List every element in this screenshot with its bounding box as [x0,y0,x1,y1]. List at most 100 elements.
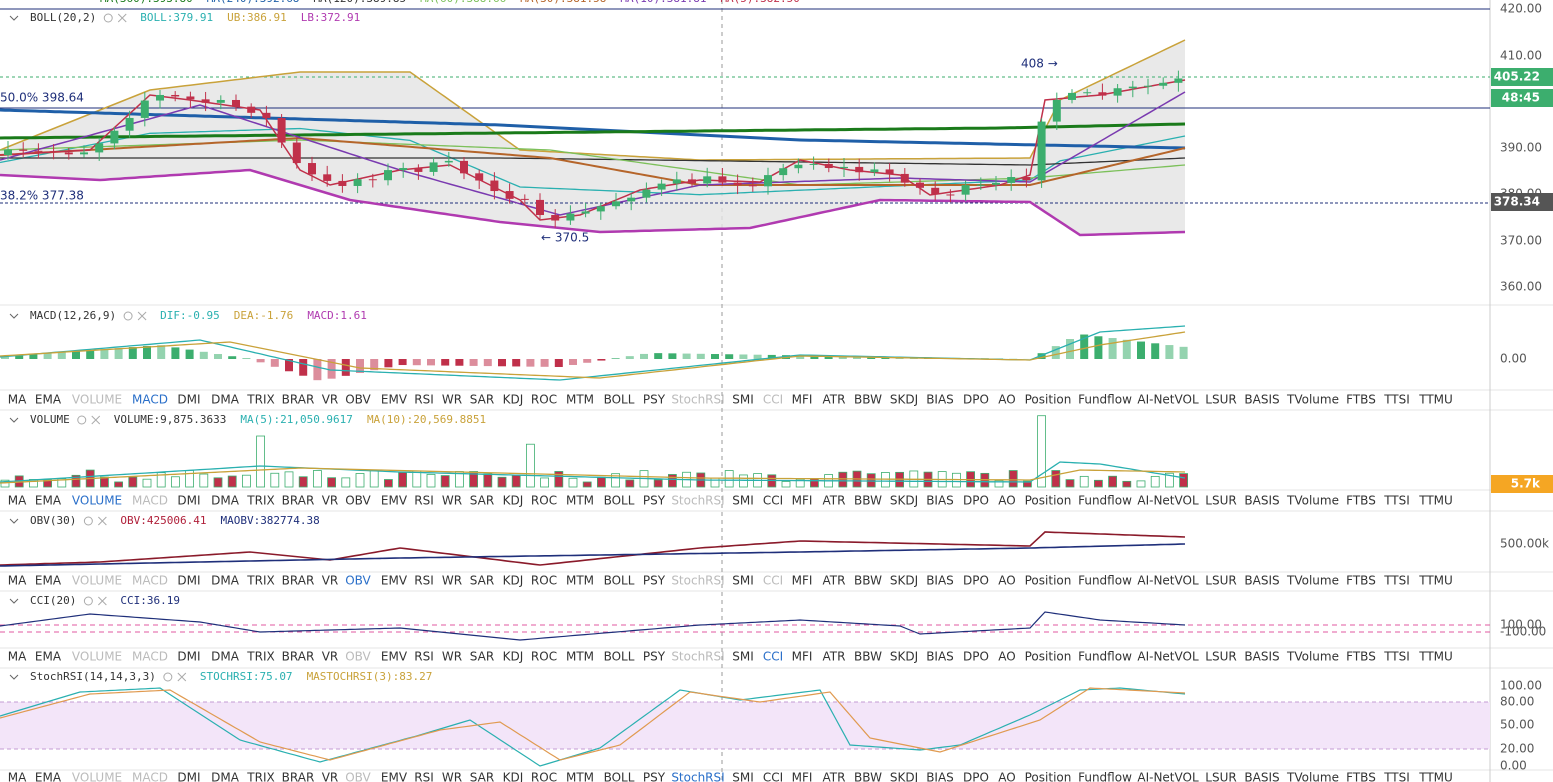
settings-icon[interactable] [163,672,173,682]
indicator-tab[interactable]: Position [1025,393,1072,407]
indicator-tab[interactable]: MA [8,574,27,588]
indicator-tab[interactable]: PSY [643,574,666,588]
indicator-tab[interactable]: KDJ [503,650,524,664]
indicator-tab[interactable]: ATR [823,494,846,508]
indicator-tab[interactable]: VR [322,650,339,664]
indicator-tab[interactable]: EMV [381,650,408,664]
indicator-tab[interactable]: BIAS [926,650,954,664]
indicator-tab[interactable]: MFI [792,574,813,588]
indicator-tab[interactable]: BASIS [1244,771,1279,782]
indicator-tab[interactable]: SMI [732,393,754,407]
indicator-tab[interactable]: ROC [531,393,557,407]
indicator-tab[interactable]: TTMU [1418,650,1453,664]
indicator-tab[interactable]: ATR [823,393,846,407]
indicator-tab[interactable]: StochRSI [671,574,724,588]
indicator-tab[interactable]: DMA [211,393,240,407]
settings-icon[interactable] [83,596,93,606]
indicator-tab[interactable]: BBW [854,393,882,407]
indicator-tab[interactable]: VOLUME [72,494,122,508]
indicator-tab[interactable]: TTSI [1383,574,1410,588]
indicator-tab[interactable]: DPO [963,393,989,407]
indicator-tab[interactable]: CCI [763,650,783,664]
indicator-tab[interactable]: Fundflow [1078,574,1132,588]
indicator-tab[interactable]: KDJ [503,393,524,407]
indicator-tab[interactable]: MA [8,393,27,407]
indicator-tab[interactable]: LSUR [1205,393,1236,407]
indicator-tab[interactable]: MTM [566,574,594,588]
indicator-tab[interactable]: BIAS [926,574,954,588]
indicator-tab[interactable]: BOLL [604,771,635,782]
indicator-tab[interactable]: AO [998,650,1015,664]
indicator-tab[interactable]: Position [1025,771,1072,782]
indicator-tab[interactable]: DMA [211,574,240,588]
indicator-tab[interactable]: DPO [963,771,989,782]
indicator-tab[interactable]: RSI [414,574,434,588]
settings-icon[interactable] [103,13,113,23]
indicator-tab[interactable]: LSUR [1205,771,1236,782]
indicator-tab[interactable]: OBV [345,771,371,782]
indicator-tab[interactable]: AO [998,574,1015,588]
indicator-tab[interactable]: Position [1025,574,1072,588]
indicator-tab[interactable]: EMA [35,393,62,407]
indicator-tab[interactable]: SMI [732,574,754,588]
indicator-tab[interactable]: MA [8,494,27,508]
indicator-tab[interactable]: FTBS [1346,574,1376,588]
indicator-tab[interactable]: StochRSI [671,771,724,782]
indicator-tab[interactable]: MFI [792,494,813,508]
indicator-tab[interactable]: OBV [345,393,371,407]
indicator-tab[interactable]: BIAS [926,771,954,782]
indicator-tab[interactable]: ATR [823,650,846,664]
close-icon[interactable] [117,13,127,23]
indicator-tab[interactable]: WR [442,393,462,407]
indicator-tab[interactable]: BRAR [282,574,315,588]
indicator-tab[interactable]: BOLL [604,650,635,664]
indicator-tab[interactable]: MACD [132,574,168,588]
indicator-tab[interactable]: Fundflow [1078,650,1132,664]
indicator-tab[interactable]: CCI [763,393,783,407]
indicator-tab[interactable]: DMI [177,771,200,782]
indicator-tab[interactable]: TTMU [1418,393,1453,407]
indicator-tab[interactable]: PSY [643,393,666,407]
indicator-tab[interactable]: BOLL [604,494,635,508]
indicator-tab[interactable]: KDJ [503,771,524,782]
indicator-tab[interactable]: AI-NetVOL [1137,650,1199,664]
indicator-tab[interactable]: DMI [177,393,200,407]
indicator-tab[interactable]: EMV [381,574,408,588]
indicator-tab[interactable]: BBW [854,494,882,508]
indicator-tab[interactable]: MFI [792,771,813,782]
indicator-tab[interactable]: TVolume [1286,393,1339,407]
indicator-tab[interactable]: ROC [531,494,557,508]
indicator-tab[interactable]: TRIX [246,494,274,508]
indicator-tab[interactable]: PSY [643,494,666,508]
indicator-tab[interactable]: BRAR [282,393,315,407]
indicator-tab[interactable]: DMI [177,494,200,508]
indicator-tab[interactable]: TRIX [246,771,274,782]
indicator-tab[interactable]: ROC [531,771,557,782]
indicator-tab[interactable]: EMA [35,650,62,664]
indicator-tab[interactable]: SKDJ [890,771,918,782]
indicator-tab[interactable]: SKDJ [890,393,918,407]
indicator-tab[interactable]: MACD [132,393,168,407]
indicator-tab[interactable]: DMA [211,650,240,664]
indicator-tab[interactable]: TTSI [1383,393,1410,407]
indicator-tab[interactable]: OBV [345,494,371,508]
indicator-tab[interactable]: MACD [132,771,168,782]
indicator-tab[interactable]: VOLUME [72,393,122,407]
indicator-tab[interactable]: ROC [531,574,557,588]
indicator-tab[interactable]: MFI [792,393,813,407]
indicator-tab[interactable]: MA [8,771,27,782]
indicator-tab[interactable]: BRAR [282,771,315,782]
settings-icon[interactable] [83,516,93,526]
indicator-tab[interactable]: TTMU [1418,771,1453,782]
indicator-tab[interactable]: MA [8,650,27,664]
indicator-tab[interactable]: CCI [763,771,783,782]
indicator-tab[interactable]: SKDJ [890,494,918,508]
indicator-tab[interactable]: PSY [643,771,666,782]
indicator-tab[interactable]: TRIX [246,650,274,664]
indicator-tab[interactable]: KDJ [503,494,524,508]
indicator-tab[interactable]: SAR [470,393,494,407]
indicator-tab[interactable]: StochRSI [671,494,724,508]
indicator-tab[interactable]: WR [442,771,462,782]
close-icon[interactable] [98,516,107,526]
indicator-tab[interactable]: StochRSI [671,650,724,664]
